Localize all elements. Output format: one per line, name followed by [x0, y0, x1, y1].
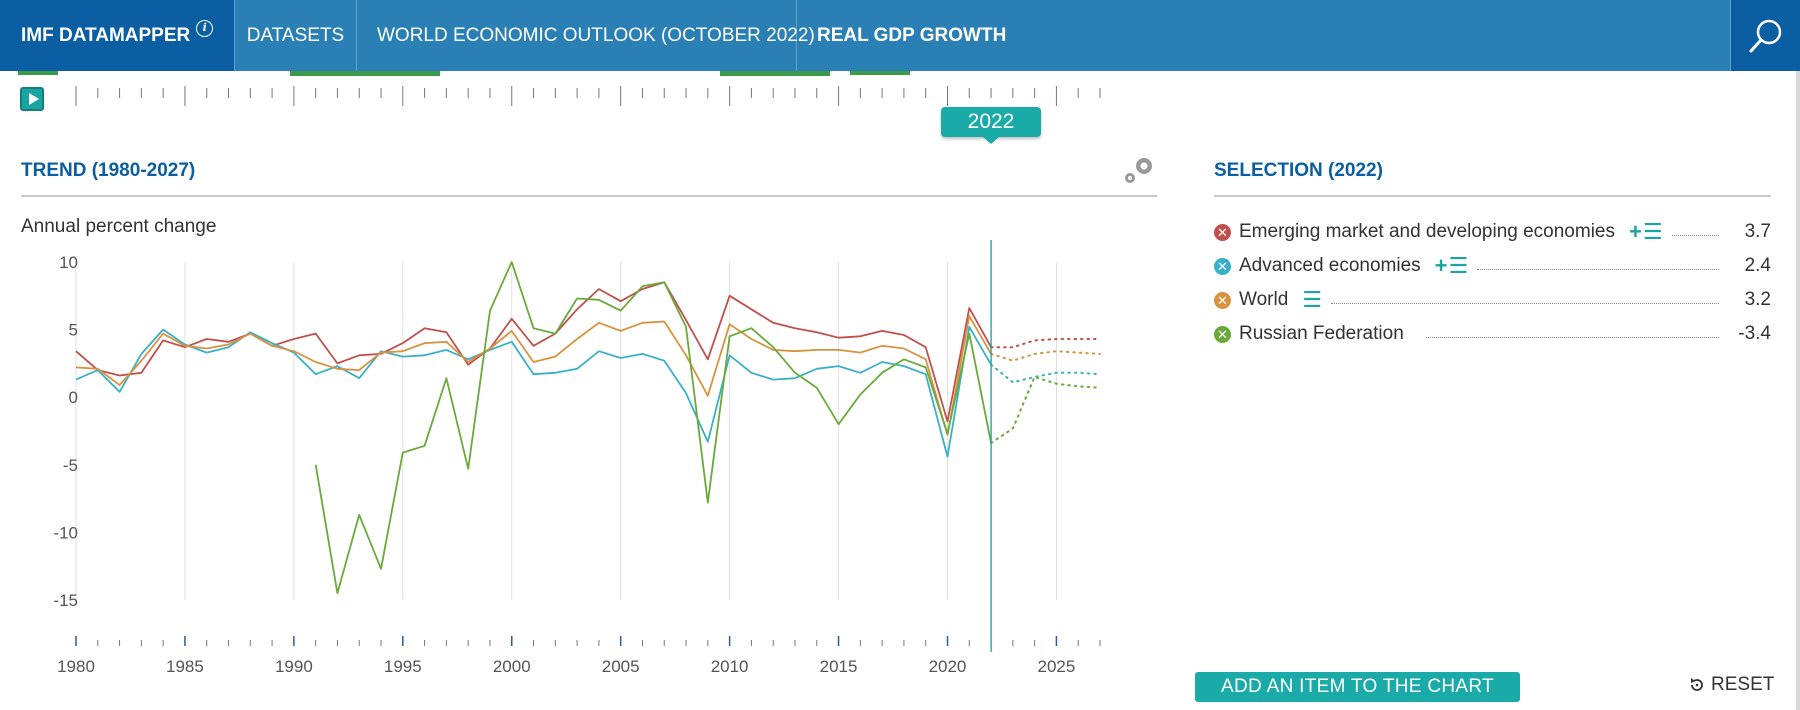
- selection-item-value: -3.4: [1738, 323, 1771, 344]
- y-tick-label: 5: [69, 321, 78, 340]
- series-line: [75, 281, 992, 423]
- selection-item[interactable]: ✕ Advanced economies +☰ 2.4: [1214, 249, 1771, 283]
- settings-gear-icon[interactable]: [1122, 153, 1158, 187]
- brand-label: IMF DATAMAPPER: [21, 24, 191, 46]
- x-tick-label: 1985: [166, 657, 204, 676]
- series-line: [75, 315, 992, 436]
- selection-item-name: Russian Federation: [1239, 323, 1404, 344]
- selection-divider: [1214, 195, 1771, 197]
- x-tick-label: 2010: [711, 657, 749, 676]
- add-list-icon[interactable]: +☰: [1434, 253, 1470, 278]
- y-tick-label: -15: [53, 591, 78, 610]
- brand-link[interactable]: IMF DATAMAPPER i: [0, 0, 235, 71]
- remove-item-icon[interactable]: ✕: [1214, 291, 1231, 309]
- x-tick-label: 2020: [929, 657, 967, 676]
- selection-item-name: Emerging market and developing economies: [1239, 221, 1615, 242]
- selection-item-name: Advanced economies: [1239, 255, 1421, 276]
- reset-icon: [1691, 678, 1703, 691]
- trend-title: TREND (1980-2027): [21, 160, 196, 181]
- series-line: [314, 261, 992, 595]
- play-button[interactable]: [20, 87, 44, 111]
- y-tick-label: 10: [59, 253, 78, 272]
- timeline-ruler[interactable]: [0, 84, 1120, 110]
- list-icon[interactable]: ☰: [1302, 287, 1324, 312]
- selection-item-value: 3.7: [1744, 221, 1771, 242]
- selection-item-name: World: [1239, 289, 1289, 310]
- y-axis-unit-label: Annual percent change: [21, 216, 217, 237]
- series-projection: [990, 338, 1101, 349]
- dataset-name-tab[interactable]: WORLD ECONOMIC OUTLOOK (OCTOBER 2022): [357, 0, 815, 71]
- trend-divider: [21, 195, 1157, 197]
- selection-item[interactable]: ✕ Emerging market and developing economi…: [1214, 215, 1771, 249]
- x-tick-label: 1990: [275, 657, 313, 676]
- indicator-title[interactable]: REAL GDP GROWTH: [817, 24, 1007, 46]
- search-button[interactable]: [1730, 0, 1800, 71]
- selection-list: ✕ Emerging market and developing economi…: [1214, 215, 1771, 351]
- scrollbar-track[interactable]: [1796, 71, 1800, 710]
- add-list-icon[interactable]: +☰: [1629, 219, 1664, 244]
- series-projection: [990, 350, 1101, 362]
- x-tick-label: 2005: [602, 657, 640, 676]
- info-icon[interactable]: i: [196, 20, 214, 37]
- y-tick-label: 0: [69, 388, 78, 407]
- remove-item-icon[interactable]: ✕: [1214, 257, 1231, 275]
- series-line: [75, 326, 992, 458]
- selection-item-value: 2.4: [1744, 255, 1771, 276]
- reset-button[interactable]: RESET: [1688, 674, 1774, 696]
- x-tick-label: 2000: [493, 657, 531, 676]
- selected-year-badge[interactable]: 2022: [941, 107, 1041, 144]
- selection-title: SELECTION (2022): [1214, 160, 1383, 181]
- leader-dots: [1671, 234, 1719, 236]
- leader-dots: [1331, 302, 1719, 304]
- datasets-tab[interactable]: DATASETS: [235, 0, 357, 71]
- x-tick-label: 2025: [1038, 657, 1076, 676]
- y-tick-label: -5: [63, 456, 78, 475]
- top-nav-bar: IMF DATAMAPPER i DATASETS WORLD ECONOMIC…: [0, 0, 1800, 71]
- add-item-button[interactable]: ADD AN ITEM TO THE CHART: [1195, 672, 1520, 702]
- map-strip[interactable]: [0, 71, 1120, 79]
- x-tick-label: 2015: [820, 657, 858, 676]
- y-tick-label: -10: [53, 523, 78, 542]
- selection-item-value: 3.2: [1744, 289, 1771, 310]
- search-icon: [1749, 19, 1781, 52]
- leader-dots: [1425, 336, 1719, 338]
- series-projection: [990, 363, 1101, 384]
- selection-item[interactable]: ✕ World ☰ 3.2: [1214, 283, 1771, 317]
- x-tick-label: 1980: [57, 657, 95, 676]
- series-projection: [990, 375, 1101, 445]
- selection-item[interactable]: ✕ Russian Federation -3.4: [1214, 317, 1771, 351]
- remove-item-icon[interactable]: ✕: [1214, 223, 1231, 241]
- leader-dots: [1477, 268, 1719, 270]
- x-tick-label: 1995: [384, 657, 422, 676]
- remove-item-icon[interactable]: ✕: [1214, 325, 1231, 343]
- trend-line-chart[interactable]: 10 5 0 -5 -10 -15 1980 1985 1990 1995 2000 2005 2010…: [0, 240, 1120, 680]
- reset-label: RESET: [1711, 674, 1775, 695]
